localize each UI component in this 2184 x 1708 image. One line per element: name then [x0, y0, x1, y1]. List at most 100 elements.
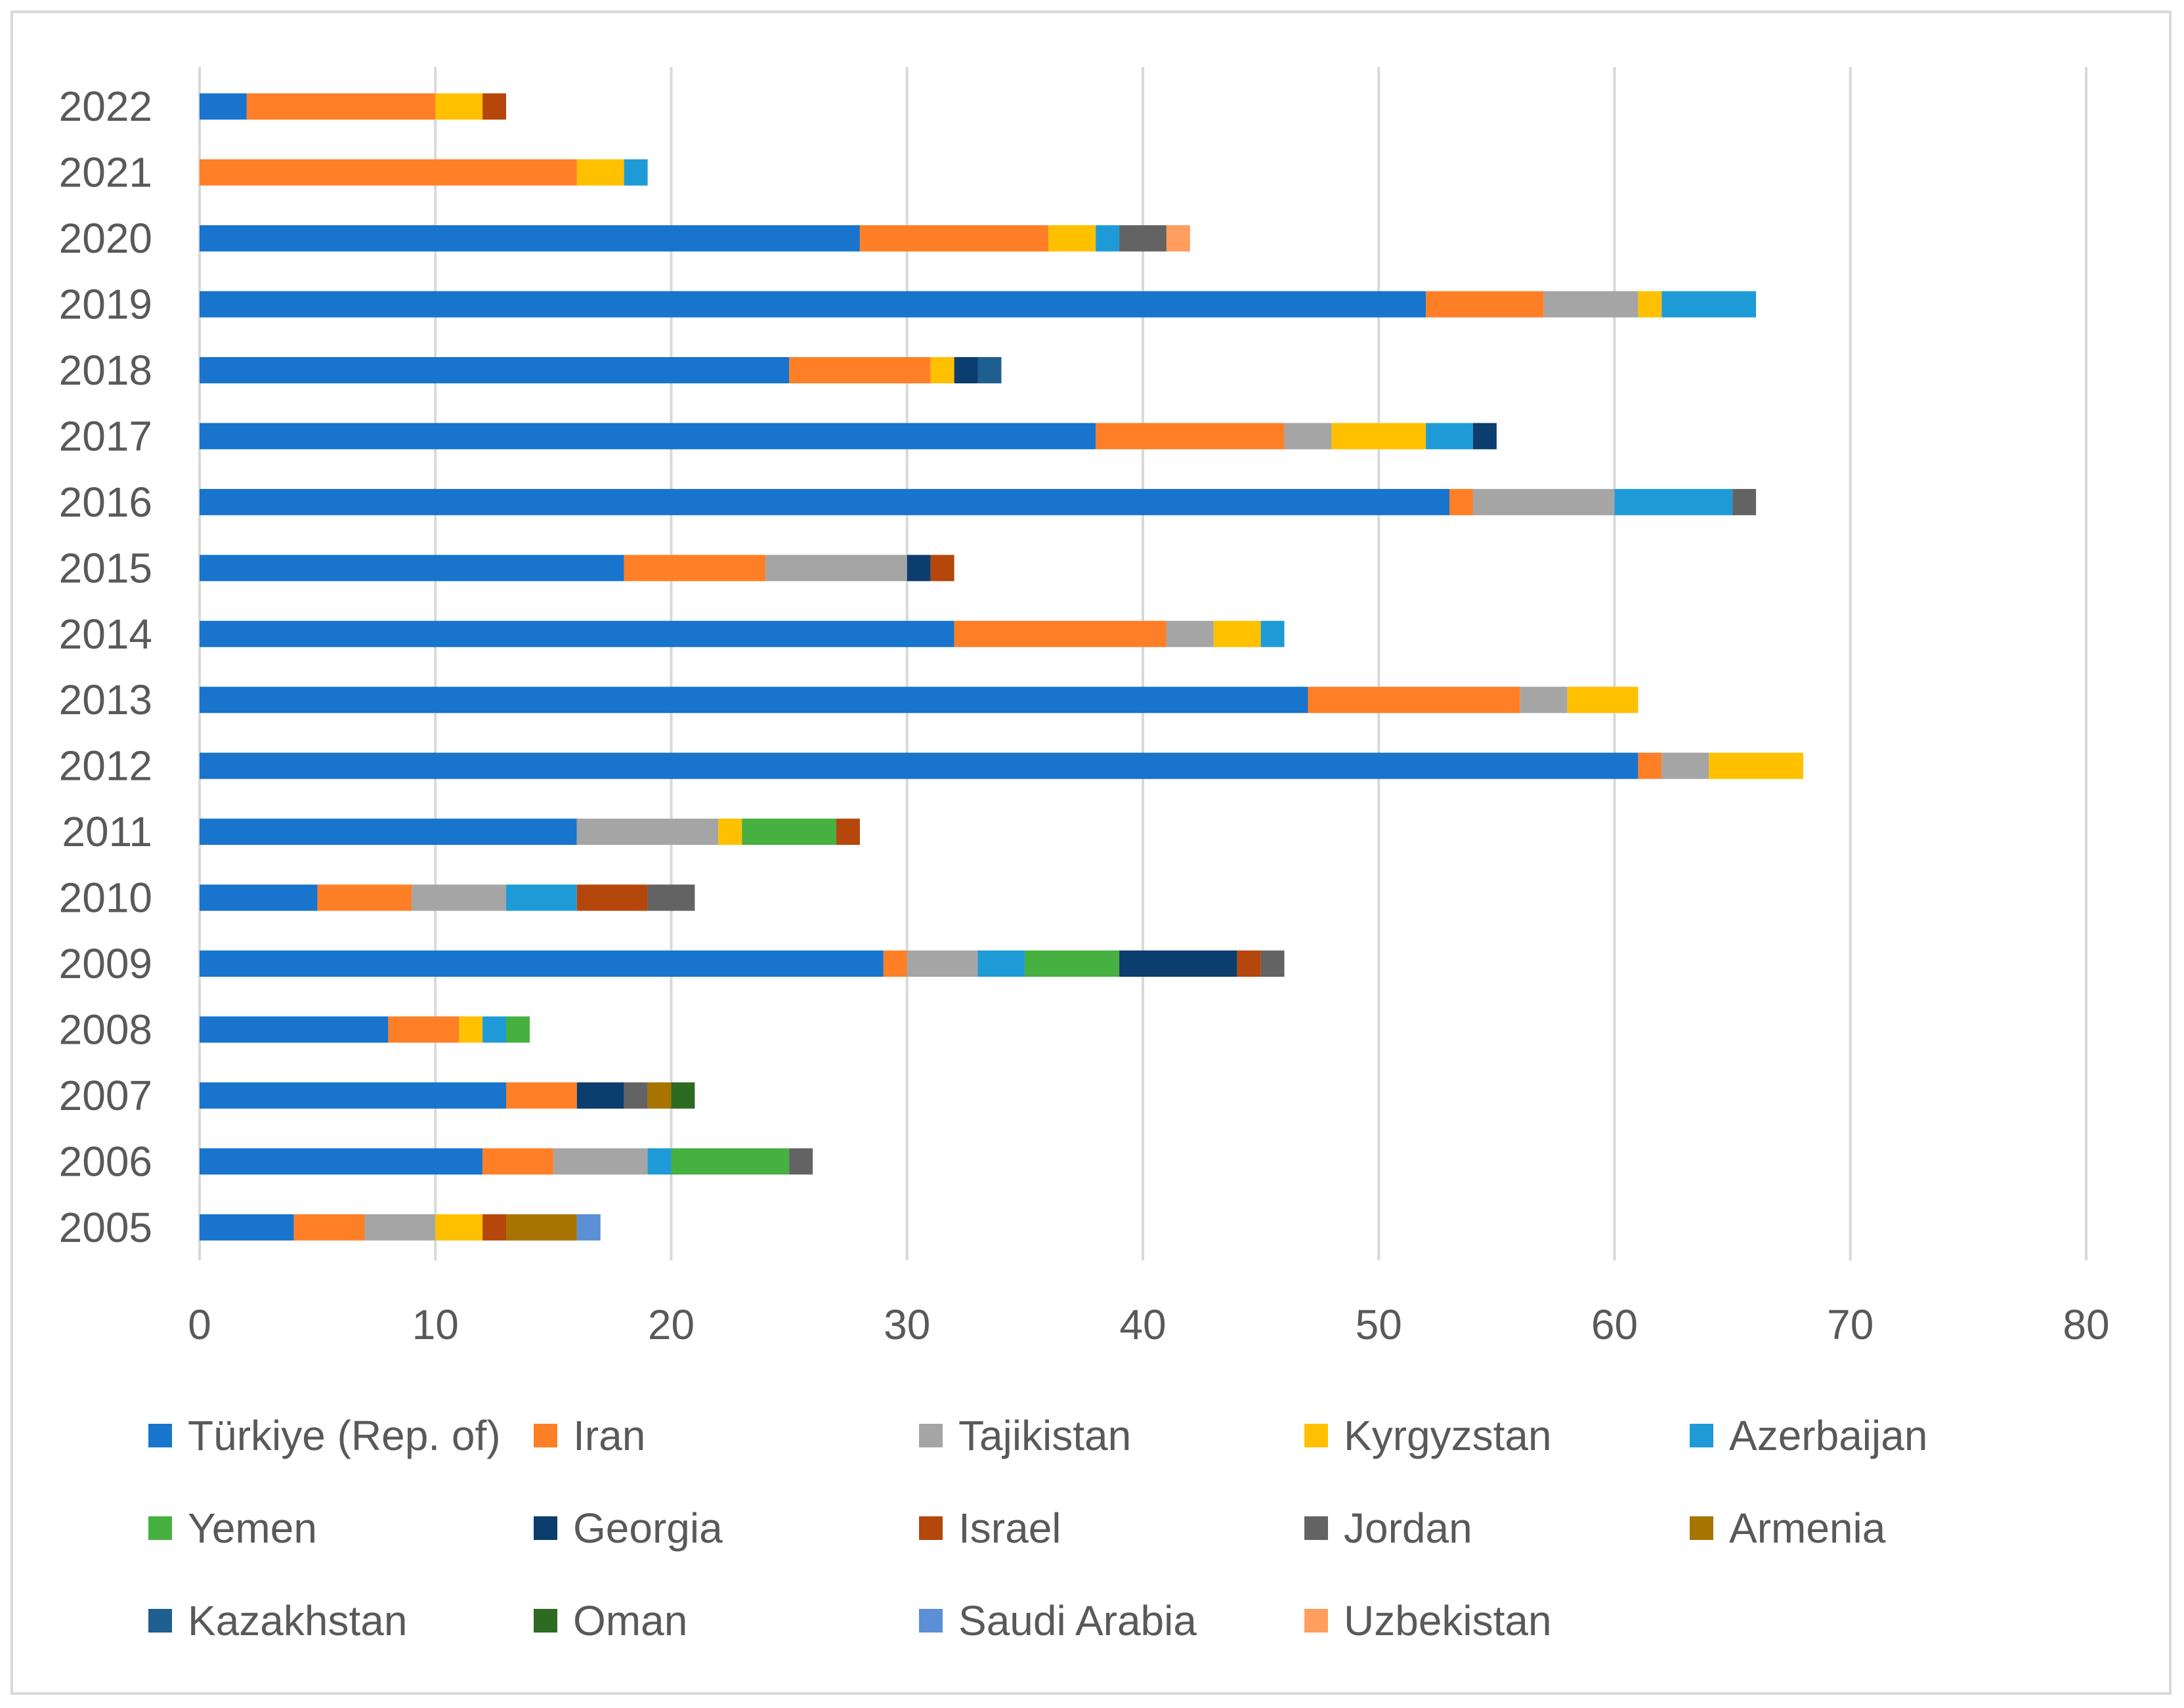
bar-2021-kyrgyzstan: [576, 159, 624, 186]
bar-2022-t-rkiye-rep-of-: [200, 93, 247, 120]
bar-2013-t-rkiye-rep-of-: [200, 687, 1308, 714]
y-tick-label-2009: 2009: [59, 940, 152, 987]
legend-swatch-iran: [534, 1424, 557, 1447]
bar-2019-azerbaijan: [1661, 291, 1757, 318]
bar-2010-tajikistan: [412, 884, 507, 911]
x-tick-label-10: 10: [412, 1301, 459, 1348]
x-tick-label-70: 70: [1827, 1301, 1874, 1348]
bar-2009-iran: [883, 950, 907, 977]
bar-2017-t-rkiye-rep-of-: [200, 423, 1096, 450]
x-axis: 0 10 20 30 40 50 60 70 80: [188, 1301, 2109, 1348]
legend-swatch-jordan: [1304, 1516, 1328, 1540]
legend-swatch-t-rkiye-rep-of-: [148, 1424, 172, 1447]
bar-2016-iran: [1449, 488, 1473, 515]
bar-2020-jordan: [1119, 225, 1167, 252]
legend-label-iran: Iran: [573, 1412, 645, 1459]
bar-2007-armenia: [647, 1082, 672, 1109]
y-axis: 2005 2006 2007 2008 2009 2010 2011 2012 2013 2014…: [59, 83, 152, 1251]
legend-label-kazakhstan: Kazakhstan: [188, 1597, 407, 1644]
bar-2008-iran: [388, 1016, 460, 1043]
legend-swatch-armenia: [1690, 1516, 1713, 1540]
legend-label-jordan: Jordan: [1344, 1505, 1472, 1552]
bar-2014-iran: [954, 620, 1167, 647]
bar-2006-jordan: [789, 1148, 813, 1175]
bar-2020-t-rkiye-rep-of-: [200, 225, 860, 252]
bar-2012-iran: [1638, 752, 1662, 779]
bar-2006-t-rkiye-rep-of-: [200, 1148, 483, 1175]
legend-swatch-saudi-arabia: [919, 1609, 943, 1633]
bar-2018-kazakhstan: [977, 357, 1002, 383]
y-tick-label-2015: 2015: [59, 544, 152, 591]
bar-2011-tajikistan: [576, 819, 719, 845]
legend-label-t-rkiye-rep-of-: Türkiye (Rep. of): [188, 1412, 501, 1459]
bar-2018-t-rkiye-rep-of-: [200, 357, 790, 383]
bar-2009-yemen: [1025, 950, 1120, 977]
legend-label-kyrgyzstan: Kyrgyzstan: [1344, 1412, 1552, 1459]
bar-2005-israel: [482, 1214, 507, 1241]
bar-2012-tajikistan: [1661, 752, 1709, 779]
y-tick-label-2021: 2021: [59, 149, 152, 196]
bar-2008-yemen: [506, 1016, 530, 1043]
legend-label-israel: Israel: [958, 1505, 1061, 1552]
y-tick-label-2019: 2019: [59, 281, 152, 328]
bar-2011-israel: [836, 819, 860, 845]
legend-label-saudi-arabia: Saudi Arabia: [958, 1597, 1197, 1644]
bar-2019-tajikistan: [1543, 291, 1638, 318]
x-tick-label-30: 30: [884, 1301, 930, 1348]
bar-2005-saudi-arabia: [576, 1214, 601, 1241]
y-tick-label-2018: 2018: [59, 347, 152, 394]
y-tick-label-2012: 2012: [59, 742, 152, 790]
bar-2014-t-rkiye-rep-of-: [200, 620, 954, 647]
bar-2022-kyrgyzstan: [435, 93, 483, 120]
bar-2005-armenia: [506, 1214, 577, 1241]
bar-2013-tajikistan: [1520, 687, 1568, 714]
bar-2009-jordan: [1260, 950, 1285, 977]
bar-2018-kyrgyzstan: [930, 357, 954, 383]
x-tick-label-40: 40: [1119, 1301, 1166, 1348]
bar-2014-kyrgyzstan: [1213, 620, 1261, 647]
bar-2011-yemen: [742, 819, 836, 845]
legend-label-oman: Oman: [573, 1597, 687, 1644]
bar-2009-azerbaijan: [977, 950, 1025, 977]
bar-2017-kyrgyzstan: [1331, 423, 1426, 450]
bar-2015-t-rkiye-rep-of-: [200, 555, 624, 582]
bar-2007-oman: [671, 1082, 695, 1109]
legend-swatch-oman: [534, 1609, 557, 1633]
legend-label-georgia: Georgia: [573, 1505, 723, 1552]
bar-2015-georgia: [907, 555, 931, 582]
y-tick-label-2022: 2022: [59, 83, 152, 130]
bar-2017-georgia: [1472, 423, 1497, 450]
bar-2016-t-rkiye-rep-of-: [200, 488, 1450, 515]
bar-2005-kyrgyzstan: [435, 1214, 483, 1241]
x-tick-label-20: 20: [648, 1301, 695, 1348]
bar-2015-israel: [930, 555, 954, 582]
legend-swatch-georgia: [534, 1516, 557, 1540]
bar-2007-jordan: [624, 1082, 648, 1109]
bar-2019-iran: [1426, 291, 1544, 318]
bar-2017-iran: [1096, 423, 1285, 450]
y-tick-label-2020: 2020: [59, 215, 152, 262]
legend-label-armenia: Armenia: [1729, 1505, 1886, 1552]
legend: Türkiye (Rep. of) Iran Tajikistan Kyrgyzsta…: [148, 1412, 1927, 1644]
bar-2013-kyrgyzstan: [1567, 687, 1638, 714]
x-tick-label-50: 50: [1356, 1301, 1402, 1348]
legend-swatch-yemen: [148, 1516, 172, 1540]
bar-2015-tajikistan: [765, 555, 907, 582]
bar-2020-kyrgyzstan: [1048, 225, 1096, 252]
bar-2008-azerbaijan: [482, 1016, 507, 1043]
bar-2008-kyrgyzstan: [459, 1016, 483, 1043]
bar-2016-tajikistan: [1472, 488, 1615, 515]
legend-label-yemen: Yemen: [188, 1505, 317, 1552]
bar-2005-iran: [293, 1214, 365, 1241]
bar-2010-iran: [317, 884, 412, 911]
bar-2014-tajikistan: [1166, 620, 1214, 647]
gridlines: [198, 67, 2088, 1260]
bar-2012-t-rkiye-rep-of-: [200, 752, 1638, 779]
bar-2015-iran: [624, 555, 766, 582]
legend-swatch-kyrgyzstan: [1304, 1424, 1328, 1447]
bar-2021-azerbaijan: [624, 159, 648, 186]
legend-label-azerbaijan: Azerbaijan: [1729, 1412, 1927, 1459]
bar-2006-azerbaijan: [647, 1148, 672, 1175]
bar-2011-t-rkiye-rep-of-: [200, 819, 577, 845]
